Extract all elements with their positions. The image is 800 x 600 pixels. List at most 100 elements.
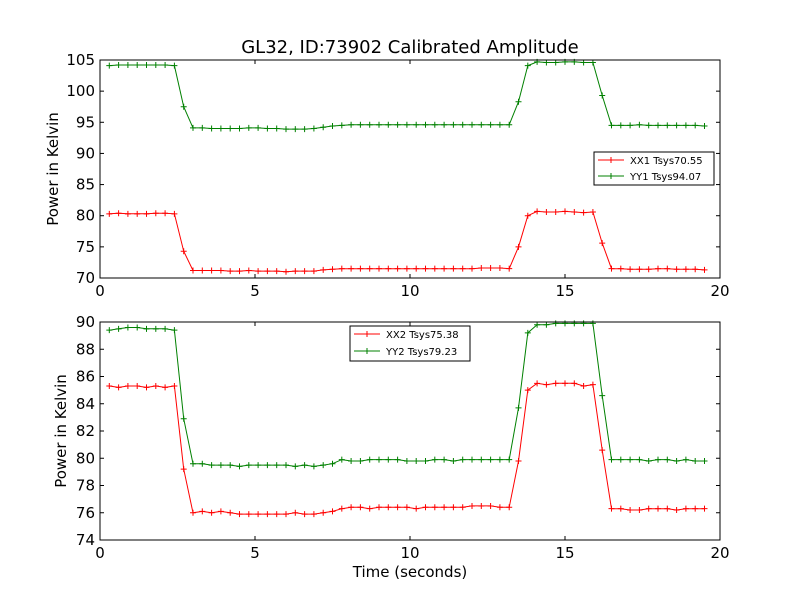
bottom-series-1-point xyxy=(487,502,494,509)
top-series-1-point xyxy=(394,265,401,272)
bottom-series-2-point xyxy=(580,320,587,327)
bottom-series-1-point xyxy=(589,381,596,388)
bottom-series-1-point xyxy=(124,383,131,390)
top-series-2-point xyxy=(255,124,262,131)
bottom-series-2-point xyxy=(199,460,206,467)
top-series-1-point xyxy=(199,267,206,274)
bottom-series-1-point xyxy=(645,505,652,512)
bottom-series-2-point xyxy=(543,321,550,328)
top-legend-label-2: YY1 Tsys94.07 xyxy=(629,172,701,183)
top-series-1-point xyxy=(636,266,643,273)
top-series-2-point xyxy=(236,125,243,132)
bottom-y-axis-label: Power in Kelvin xyxy=(52,374,70,488)
bottom-series-1-point xyxy=(692,505,699,512)
top-series-1-point xyxy=(496,265,503,272)
bottom-series-1-point xyxy=(348,504,355,511)
bottom-series-2-point xyxy=(320,462,327,469)
bottom-legend-marker-1 xyxy=(364,331,370,337)
top-series-1-point xyxy=(227,268,234,275)
bottom-y-tick-label: 78 xyxy=(76,477,95,495)
top-series-1-point xyxy=(134,210,141,217)
top-series-2-point xyxy=(627,122,634,129)
top-series-1-point xyxy=(217,267,224,274)
bottom-series-2-point xyxy=(245,462,252,469)
top-series-2-point xyxy=(134,61,141,68)
top-series-1-point xyxy=(617,265,624,272)
bottom-series-2-point xyxy=(171,327,178,334)
bottom-series-2-point xyxy=(115,325,122,332)
top-series-1-point xyxy=(366,265,373,272)
bottom-series-1-point xyxy=(310,511,317,518)
top-series-1-point xyxy=(469,265,475,272)
bottom-series-1-point xyxy=(171,383,178,390)
bottom-series-1-point xyxy=(245,511,252,518)
top-series-2-point xyxy=(450,121,457,128)
bottom-series-2-point xyxy=(534,321,541,328)
bottom-series-2-point xyxy=(273,462,280,469)
bottom-series-1-point xyxy=(413,505,420,512)
bottom-series-1-point xyxy=(320,509,327,516)
top-series-1-point xyxy=(645,266,652,273)
top-series-1-point xyxy=(692,266,699,273)
bottom-series-1-point xyxy=(301,511,308,518)
top-series-2-point xyxy=(264,125,271,132)
top-series-1-point xyxy=(534,208,541,215)
bottom-series-1-point xyxy=(236,511,243,518)
top-series-2-point xyxy=(273,125,280,132)
top-series-1-point xyxy=(264,268,271,275)
top-series-1-point xyxy=(608,265,615,272)
top-series-2-point xyxy=(636,121,643,128)
bottom-series-2-point xyxy=(515,404,522,411)
top-series-1-point xyxy=(599,240,606,247)
bottom-series-2-point xyxy=(617,456,624,463)
bottom-series-1-point xyxy=(283,511,289,518)
bottom-series-1-point xyxy=(217,508,224,515)
bottom-series-1-point xyxy=(608,505,615,512)
bottom-series-2-point xyxy=(180,415,187,422)
top-series-2-point xyxy=(469,121,475,128)
bottom-series-2-point xyxy=(190,460,196,467)
top-series-1-point xyxy=(376,265,382,272)
top-series-2-point xyxy=(682,122,689,129)
top-y-tick-label: 70 xyxy=(76,269,95,287)
bottom-series-2-point xyxy=(571,320,578,327)
bottom-series-1-point xyxy=(524,387,531,394)
top-series-2-point xyxy=(162,61,169,68)
top-series-2-point xyxy=(301,126,308,133)
top-series-1-point xyxy=(413,265,420,272)
top-series-1-point xyxy=(245,267,252,274)
bottom-series-2-point xyxy=(562,320,568,327)
top-series-2-point xyxy=(478,121,485,128)
bottom-series-2-point xyxy=(552,320,559,327)
top-series-2-point xyxy=(171,62,178,69)
top-plot-frame xyxy=(99,59,721,279)
top-series-1-point xyxy=(431,265,438,272)
bottom-y-tick-label: 86 xyxy=(76,368,95,386)
bottom-series-2-point xyxy=(636,456,643,463)
bottom-series-2-point xyxy=(292,463,299,470)
top-series-2-point xyxy=(320,124,327,131)
bottom-x-tick-label: 20 xyxy=(710,544,729,562)
bottom-series-2-point xyxy=(692,457,699,464)
bottom-series-2-point xyxy=(329,460,336,467)
bottom-plot-frame xyxy=(99,321,721,541)
top-series-2-point xyxy=(385,121,392,128)
top-series-1-point xyxy=(143,210,150,217)
bottom-y-tick-label: 82 xyxy=(76,422,95,440)
top-series-1-point xyxy=(450,265,457,272)
top-series-2-point xyxy=(143,61,150,68)
bottom-series-2-point xyxy=(673,457,680,464)
bottom-series-1-point xyxy=(441,504,448,511)
top-series-2-point xyxy=(608,122,615,129)
top-series-1-point xyxy=(673,266,680,273)
top-series-1-point xyxy=(106,210,113,217)
bottom-series-1-point xyxy=(562,380,568,387)
bottom-series-2-point xyxy=(236,463,243,470)
bottom-series-1-point xyxy=(515,457,522,464)
bottom-legend-label-1: XX2 Tsys75.38 xyxy=(386,330,459,341)
top-series-1-point xyxy=(664,265,671,272)
top-series-2-point xyxy=(376,121,382,128)
bottom-series-1-point xyxy=(431,504,438,511)
top-y-tick-label: 105 xyxy=(66,51,95,69)
